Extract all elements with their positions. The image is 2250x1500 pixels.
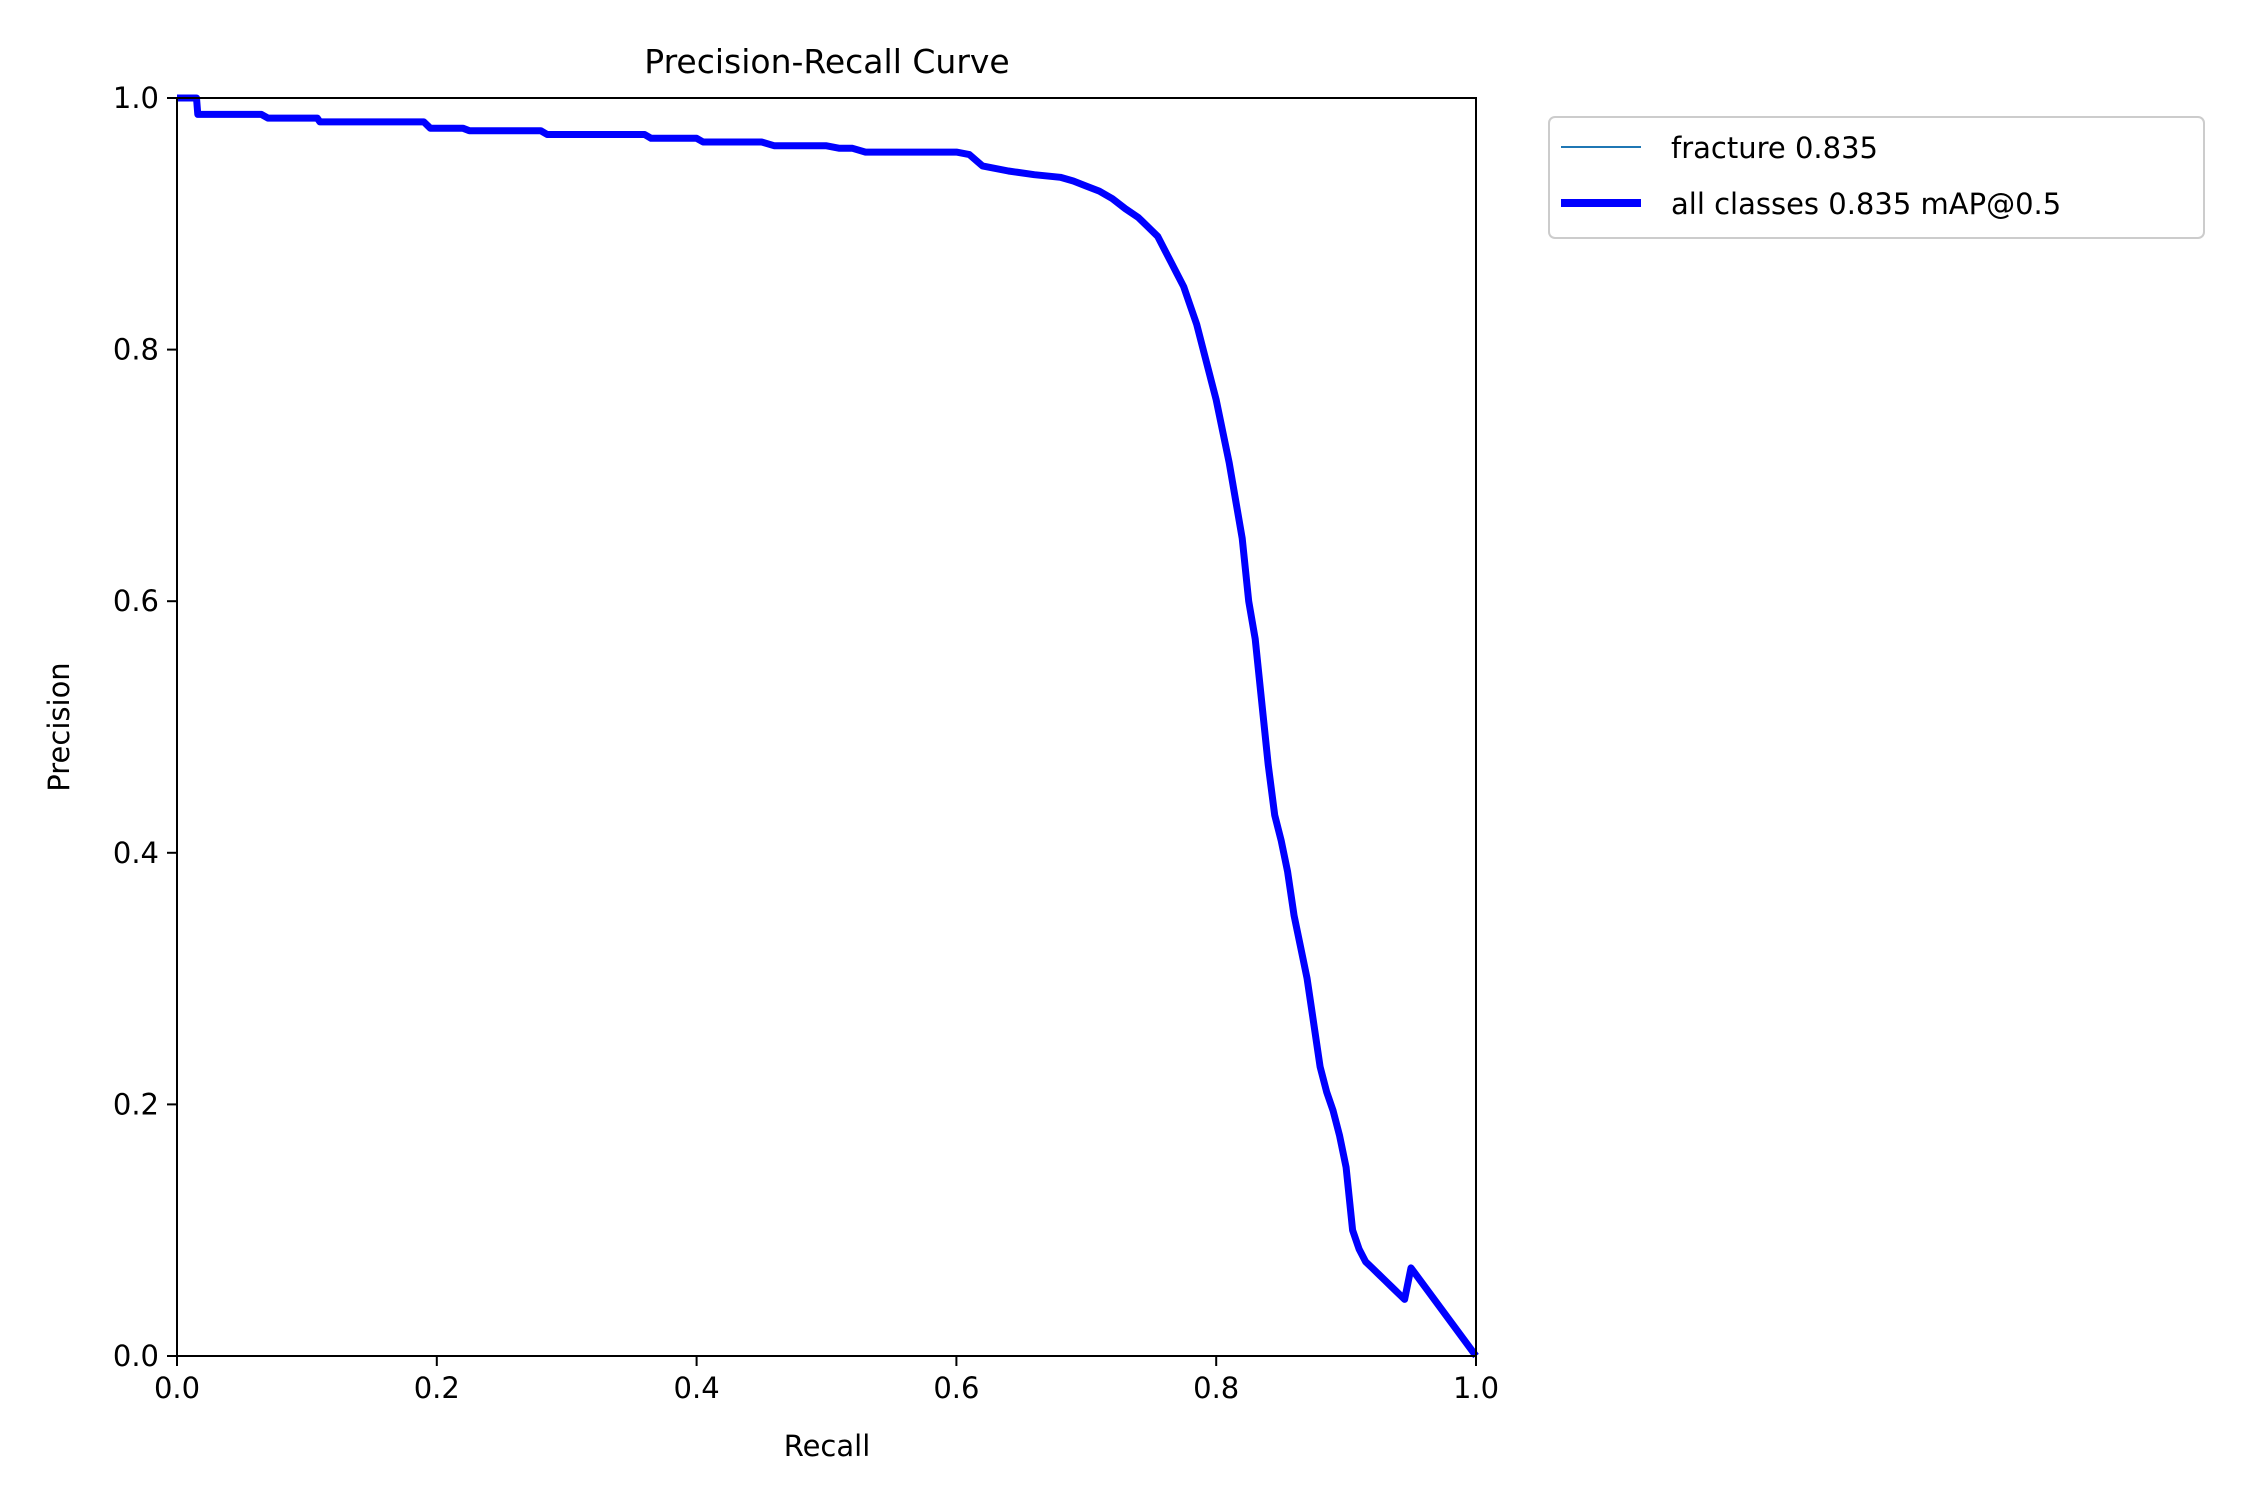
x-tick-label: 0.4 — [674, 1371, 720, 1405]
series-line-all-classes — [177, 94, 1479, 1359]
y-tick-label: 0.4 — [113, 836, 159, 870]
y-axis-ticks: 0.0 0.2 0.4 0.6 0.8 1.0 — [113, 81, 177, 1373]
x-tick-label: 0.6 — [933, 1371, 979, 1405]
x-tick-label: 0.2 — [414, 1371, 460, 1405]
plot-frame — [176, 97, 1477, 1357]
x-tick-label: 1.0 — [1453, 1371, 1499, 1405]
y-tick-label: 0.8 — [113, 333, 159, 367]
x-tick-label: 0.0 — [154, 1371, 200, 1405]
y-tick-label: 1.0 — [113, 81, 159, 115]
legend: fracture 0.835 all classes 0.835 mAP@0.5 — [1548, 116, 2205, 239]
legend-label-all-classes: all classes 0.835 mAP@0.5 — [1671, 187, 2061, 221]
x-axis-label: Recall — [784, 1429, 871, 1463]
y-tick-label: 0.6 — [113, 584, 159, 618]
x-tick-label: 0.8 — [1193, 1371, 1239, 1405]
legend-label-fracture: fracture 0.835 — [1671, 131, 1878, 165]
legend-box — [1548, 116, 2205, 239]
y-axis-label: Precision — [42, 662, 76, 791]
series-layer — [177, 94, 1479, 1359]
chart-title: Precision-Recall Curve — [644, 42, 1009, 81]
y-tick-label: 0.0 — [113, 1339, 159, 1373]
x-axis-ticks: 0.0 0.2 0.4 0.6 0.8 1.0 — [154, 1356, 1499, 1405]
y-tick-label: 0.2 — [113, 1087, 159, 1121]
